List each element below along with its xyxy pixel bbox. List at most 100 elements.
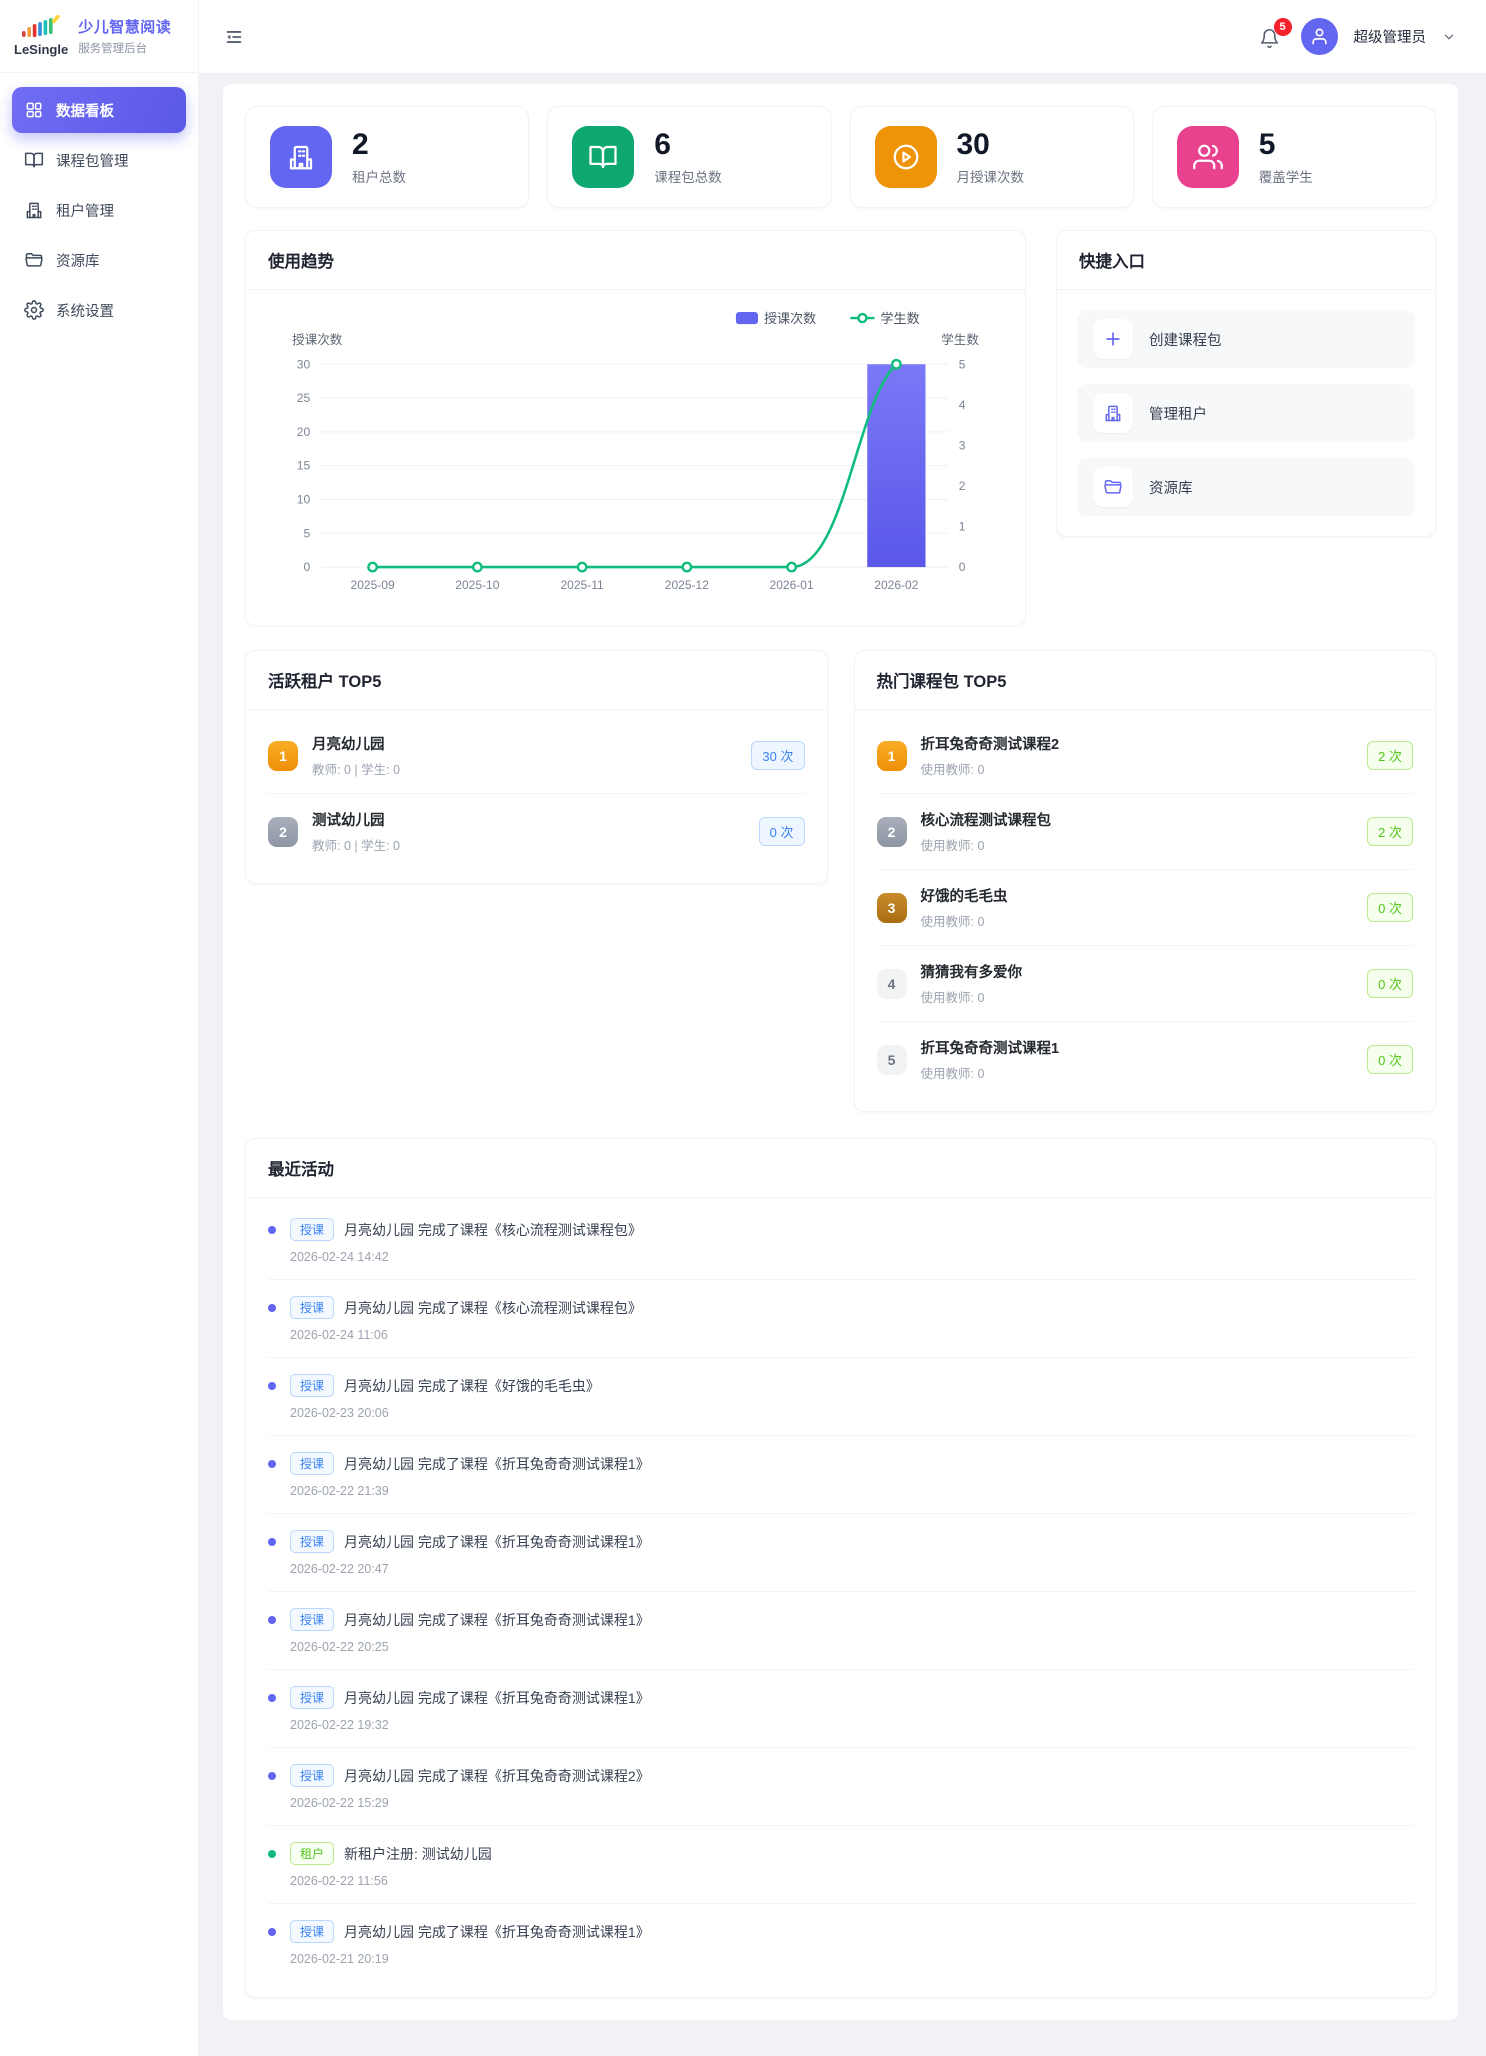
rank-badge: 2 <box>876 816 907 847</box>
activity-item[interactable]: 授课 月亮幼儿园 完成了课程《核心流程测试课程包》 2026-02-24 11:… <box>268 1280 1413 1359</box>
svg-text:20: 20 <box>297 425 311 439</box>
count-badge: 0 次 <box>1367 893 1413 923</box>
sidebar-item-dashboard[interactable]: 数据看板 <box>12 87 186 133</box>
activity-time: 2026-02-22 20:47 <box>290 1562 389 1577</box>
item-meta: 使用教师: 0 <box>920 839 985 854</box>
activity-time: 2026-02-22 19:32 <box>290 1718 389 1733</box>
app-title: 少儿智慧阅读 <box>78 19 172 36</box>
activity-time: 2026-02-24 11:06 <box>290 1328 388 1343</box>
hot-packages-title: 热门课程包 TOP5 <box>854 651 1435 711</box>
sidebar-item-label: 课程包管理 <box>56 153 129 170</box>
activity-text: 新租户注册: 测试幼儿园 <box>344 1845 492 1862</box>
sidebar-item-label: 数据看板 <box>56 103 114 120</box>
sidebar-item-tenants[interactable]: 租户管理 <box>12 187 186 233</box>
user-avatar[interactable] <box>1300 18 1338 55</box>
activity-item[interactable]: 授课 月亮幼儿园 完成了课程《折耳兔奇奇测试课程1》 2026-02-22 21… <box>268 1436 1413 1515</box>
stat-label: 月授课次数 <box>956 170 1025 185</box>
quick-entry-create-package[interactable]: 创建课程包 <box>1077 310 1415 368</box>
item-meta: 使用教师: 0 <box>920 915 985 930</box>
activity-type-badge: 授课 <box>290 1764 335 1788</box>
activity-item[interactable]: 授课 月亮幼儿园 完成了课程《核心流程测试课程包》 2026-02-24 14:… <box>268 1202 1413 1281</box>
activity-item[interactable]: 授课 月亮幼儿园 完成了课程《折耳兔奇奇测试课程1》 2026-02-22 20… <box>268 1592 1413 1671</box>
quick-entry-resource-library[interactable]: 资源库 <box>1077 458 1415 516</box>
usage-trend-title: 使用趋势 <box>246 231 1025 290</box>
quick-entry-manage-tenants[interactable]: 管理租户 <box>1077 384 1415 442</box>
hot-packages-panel: 热门课程包 TOP5 1 折耳兔奇奇测试课程2 使用教师: 0 2 次 2 核心… <box>853 650 1436 1113</box>
svg-text:2026-02: 2026-02 <box>874 578 918 592</box>
notification-bell-icon[interactable]: 5 <box>1259 17 1292 50</box>
activity-time: 2026-02-24 14:42 <box>290 1250 389 1265</box>
count-badge: 0 次 <box>1367 1045 1413 1075</box>
activity-item[interactable]: 授课 月亮幼儿园 完成了课程《折耳兔奇奇测试课程1》 2026-02-22 19… <box>268 1670 1413 1749</box>
activity-dot <box>268 1771 276 1780</box>
activity-item[interactable]: 授课 月亮幼儿园 完成了课程《折耳兔奇奇测试课程1》 2026-02-21 20… <box>268 1904 1413 1981</box>
gear-icon <box>24 300 44 320</box>
activity-item[interactable]: 授课 月亮幼儿园 完成了课程《折耳兔奇奇测试课程2》 2026-02-22 15… <box>268 1748 1413 1827</box>
activity-type-badge: 授课 <box>290 1530 335 1554</box>
user-name[interactable]: 超级管理员 <box>1353 30 1427 46</box>
top-list-item[interactable]: 1 折耳兔奇奇测试课程2 使用教师: 0 2 次 <box>876 718 1413 795</box>
item-name: 月亮幼儿园 <box>312 737 385 754</box>
top-list-item[interactable]: 5 折耳兔奇奇测试课程1 使用教师: 0 0 次 <box>876 1022 1413 1097</box>
top-list-item[interactable]: 1 月亮幼儿园 教师: 0 | 学生: 0 30 次 <box>268 718 805 795</box>
top-list-item[interactable]: 2 测试幼儿园 教师: 0 | 学生: 0 0 次 <box>268 794 805 869</box>
app-logo: LeSingle 少儿智慧阅读 服务管理后台 <box>0 0 198 73</box>
item-meta: 教师: 0 | 学生: 0 <box>312 763 400 778</box>
quick-entry-title: 快捷入口 <box>1057 231 1435 290</box>
activity-item[interactable]: 授课 月亮幼儿园 完成了课程《折耳兔奇奇测试课程1》 2026-02-22 20… <box>268 1514 1413 1593</box>
activity-dot <box>268 1693 276 1702</box>
count-badge: 0 次 <box>758 817 805 847</box>
activity-dot <box>268 1303 276 1312</box>
building-icon <box>24 200 44 220</box>
item-name: 核心流程测试课程包 <box>920 813 1052 830</box>
item-name: 猜猜我有多爱你 <box>920 965 1023 982</box>
sidebar-item-course-packages[interactable]: 课程包管理 <box>12 137 186 183</box>
activity-time: 2026-02-22 11:56 <box>290 1874 388 1889</box>
activity-item[interactable]: 租户 新租户注册: 测试幼儿园 2026-02-22 11:56 <box>268 1826 1413 1905</box>
top-list-item[interactable]: 4 猜猜我有多爱你 使用教师: 0 0 次 <box>876 946 1413 1023</box>
app-subtitle: 服务管理后台 <box>78 43 148 55</box>
activity-item[interactable]: 授课 月亮幼儿园 完成了课程《好饿的毛毛虫》 2026-02-23 20:06 <box>268 1358 1413 1437</box>
activity-type-badge: 授课 <box>290 1374 335 1398</box>
recent-activity-list: 授课 月亮幼儿园 完成了课程《核心流程测试课程包》 2026-02-24 14:… <box>246 1198 1435 1997</box>
book-icon <box>24 150 44 170</box>
activity-dot <box>268 1537 276 1546</box>
svg-text:学生数: 学生数 <box>941 332 979 347</box>
activity-text: 月亮幼儿园 完成了课程《折耳兔奇奇测试课程1》 <box>344 1923 650 1940</box>
logo-bars-icon <box>22 15 60 37</box>
activity-type-badge: 授课 <box>290 1452 335 1476</box>
item-name: 测试幼儿园 <box>312 813 385 830</box>
stat-card-packages-total: 6 课程包总数 <box>547 106 832 208</box>
sidebar-item-resources[interactable]: 资源库 <box>12 237 186 283</box>
chevron-down-icon[interactable] <box>1442 30 1456 44</box>
item-name: 折耳兔奇奇测试课程1 <box>920 1041 1060 1058</box>
svg-text:学生数: 学生数 <box>880 311 919 326</box>
count-badge: 2 次 <box>1367 817 1413 847</box>
svg-text:5: 5 <box>959 357 966 371</box>
svg-text:25: 25 <box>297 391 311 405</box>
menu-fold-icon[interactable] <box>223 24 249 50</box>
svg-text:0: 0 <box>959 560 966 574</box>
count-badge: 0 次 <box>1367 969 1413 999</box>
activity-dot <box>268 1225 276 1234</box>
rank-badge: 1 <box>876 740 907 771</box>
item-meta: 教师: 0 | 学生: 0 <box>312 839 400 854</box>
top-list-item[interactable]: 2 核心流程测试课程包 使用教师: 0 2 次 <box>876 794 1413 871</box>
folder-icon <box>24 250 44 270</box>
sidebar-item-settings[interactable]: 系统设置 <box>12 287 186 333</box>
activity-text: 月亮幼儿园 完成了课程《核心流程测试课程包》 <box>344 1221 642 1238</box>
folder-icon <box>1093 467 1133 507</box>
stats-row: 2 租户总数 6 课程包总数 30 月授课次数 5 覆盖学生 <box>245 106 1436 208</box>
sidebar-menu: 数据看板 课程包管理 租户管理 资源库 系统设置 <box>0 73 198 333</box>
quick-entry-label: 创建课程包 <box>1149 332 1222 349</box>
svg-text:5: 5 <box>303 526 310 540</box>
sidebar-item-label: 资源库 <box>56 253 100 270</box>
svg-text:10: 10 <box>297 492 311 506</box>
activity-text: 月亮幼儿园 完成了课程《折耳兔奇奇测试课程1》 <box>344 1455 650 1472</box>
top-list-item[interactable]: 3 好饿的毛毛虫 使用教师: 0 0 次 <box>876 870 1413 947</box>
svg-text:授课次数: 授课次数 <box>764 311 816 326</box>
svg-text:1: 1 <box>959 520 966 534</box>
item-name: 好饿的毛毛虫 <box>920 889 1008 906</box>
sidebar-item-label: 租户管理 <box>56 203 114 220</box>
